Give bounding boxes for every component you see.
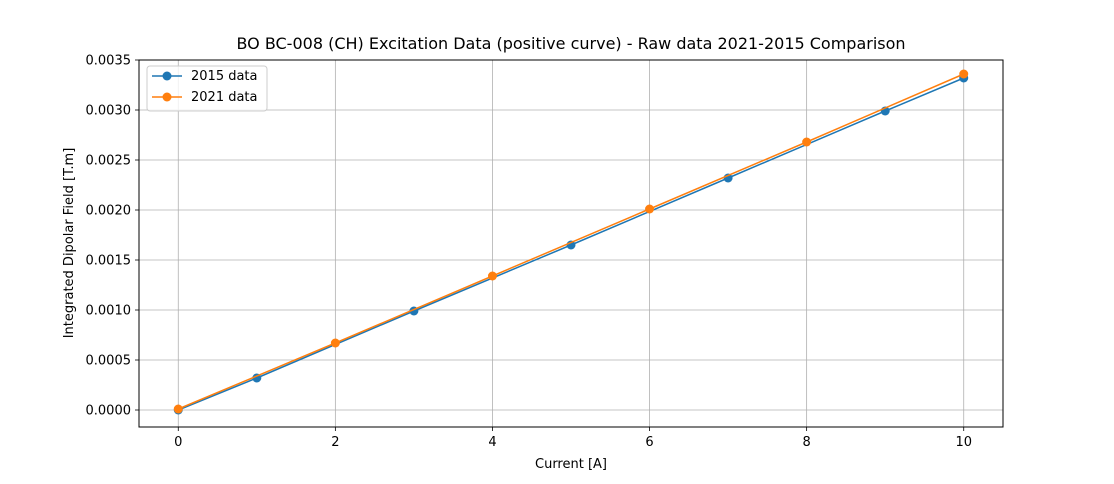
y-axis-label: Integrated Dipolar Field [T.m] [62,148,77,339]
plot-frame [138,59,1004,428]
data-point [487,271,497,281]
chart-title: BO BC-008 (CH) Excitation Data (positive… [236,34,905,53]
x-tick-label: 4 [488,435,496,450]
x-tick-label: 10 [955,435,972,450]
y-tick-label: 0.0030 [86,104,132,119]
legend-box [146,65,268,112]
data-point [173,404,183,414]
x-axis-label: Current [A] [535,457,607,472]
x-tick-label: 8 [802,435,810,450]
series [173,69,969,415]
y-tick-label: 0.0015 [86,254,132,269]
data-point [959,69,969,79]
y-tick-label: 0.0000 [86,404,132,419]
y-tick-label: 0.0035 [86,54,132,69]
legend-marker-2021 [162,92,172,102]
data-point [330,338,340,348]
data-point [645,204,655,214]
legend-marker-2015 [162,71,172,81]
x-tick-label: 0 [174,435,182,450]
y-tick-label: 0.0020 [86,204,132,219]
series-line [177,73,965,410]
legend-label-2021: 2021 data [191,90,258,105]
legend: 2015 data 2021 data [146,65,268,112]
legend-label-2015: 2015 data [191,69,258,84]
y-tick-label: 0.0025 [86,154,132,169]
y-tick-label: 0.0010 [86,304,132,319]
x-tick-label: 2 [331,435,339,450]
x-tick-label: 6 [645,435,653,450]
ticks: 0 2 4 6 8 10 0.0000 0.0005 0.0010 0.0015 0.0020 0.0… [86,54,973,451]
data-point [802,137,812,147]
y-tick-label: 0.0005 [86,354,132,369]
